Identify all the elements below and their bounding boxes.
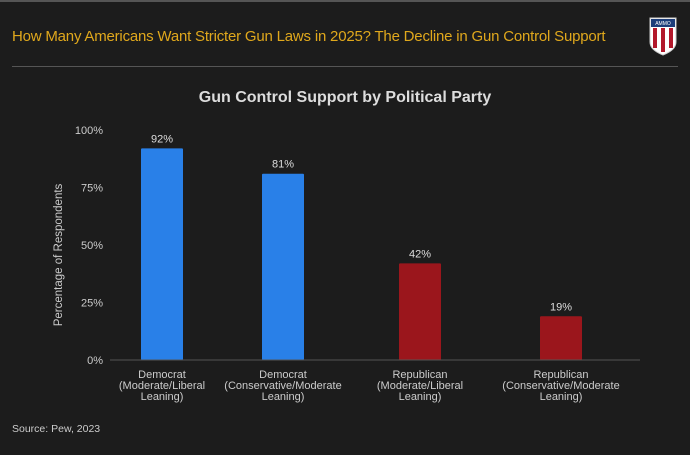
y-axis-label: Percentage of Respondents <box>53 183 65 326</box>
x-tick-label: (Conservative/Moderate <box>502 380 619 392</box>
x-tick-label: (Conservative/Moderate <box>224 380 341 392</box>
page-title: How Many Americans Want Stricter Gun Law… <box>12 28 606 45</box>
data-label: 42% <box>409 248 431 260</box>
x-tick-label: Leaning) <box>540 391 583 403</box>
y-tick-label: 0% <box>87 355 103 367</box>
bar <box>540 316 582 360</box>
x-tick-label: Leaning) <box>399 391 442 403</box>
y-tick-label: 100% <box>75 125 103 137</box>
y-tick-label: 50% <box>81 240 103 252</box>
ammo-com-logo: AMMO <box>649 17 677 56</box>
y-tick-label: 75% <box>81 183 103 195</box>
bar <box>141 148 183 360</box>
x-tick-label: Democrat <box>138 369 186 381</box>
x-tick-label: Republican <box>392 369 447 381</box>
data-label: 81% <box>272 159 294 171</box>
y-tick-label: 25% <box>81 298 103 310</box>
x-tick-label: Republican <box>533 369 588 381</box>
x-tick-label: Democrat <box>259 369 307 381</box>
source-note: Source: Pew, 2023 <box>12 423 101 435</box>
data-label: 19% <box>550 301 572 313</box>
bar <box>399 263 441 360</box>
x-tick-label: Leaning) <box>262 391 305 403</box>
header-divider <box>12 66 678 67</box>
chart-title: Gun Control Support by Political Party <box>199 89 492 106</box>
svg-text:AMMO: AMMO <box>655 21 671 27</box>
x-tick-label: (Moderate/Liberal <box>377 380 463 392</box>
bar <box>262 173 304 360</box>
x-tick-label: (Moderate/Liberal <box>119 380 205 392</box>
x-tick-label: Leaning) <box>141 391 184 403</box>
data-label: 92% <box>151 133 173 145</box>
